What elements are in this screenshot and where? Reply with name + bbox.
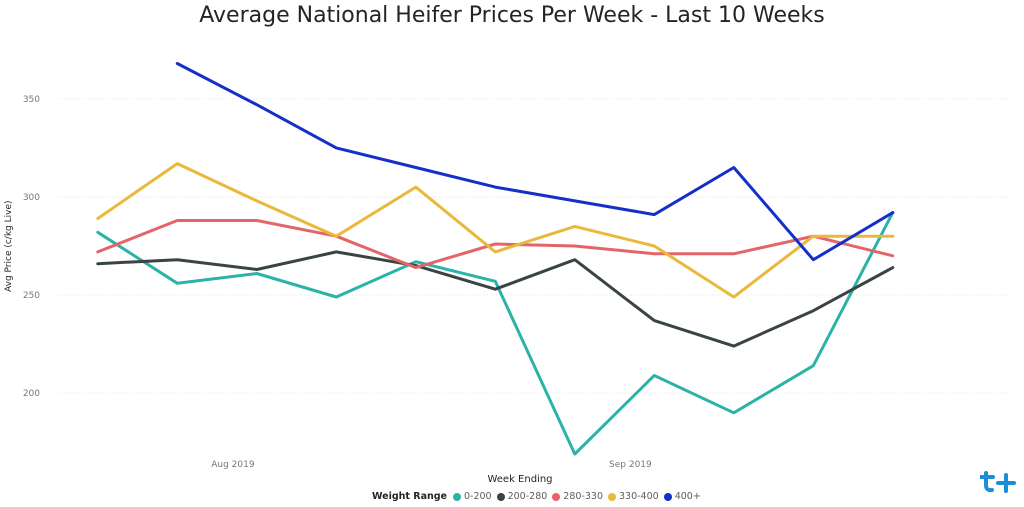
legend-title: Weight Range: [372, 491, 447, 502]
x-tick-label: Aug 2019: [211, 460, 255, 470]
brand-logo: [980, 471, 1016, 493]
x-axis-label: Week Ending: [487, 474, 553, 485]
legend-swatch: [608, 492, 616, 501]
legend: Weight Range 0-200 200-280 280-330 330-4…: [372, 491, 706, 502]
y-tick-label: 200: [23, 389, 40, 399]
chart-title: Average National Heifer Prices Per Week …: [199, 3, 825, 28]
x-tick-label: Sep 2019: [609, 460, 652, 470]
legend-label: 400+: [674, 491, 701, 502]
legend-item-280-330[interactable]: 280-330: [552, 491, 603, 502]
legend-swatch: [552, 492, 561, 501]
line-chart: 200 250 300 350 Aug 2019 Sep 2019: [23, 62, 1012, 470]
legend-item-200-280[interactable]: 200-280: [496, 491, 548, 502]
series-line-0-200: [96, 211, 895, 456]
legend-item-330-400[interactable]: 330-400: [608, 491, 659, 502]
y-tick-label: 300: [23, 193, 40, 203]
series-line-330-400: [96, 162, 895, 299]
legend-swatch: [663, 492, 672, 501]
legend-label: 200-280: [507, 491, 548, 502]
series-line-200-280: [96, 250, 895, 348]
series-line-400-plus: [175, 62, 895, 262]
y-tick-label: 350: [23, 95, 40, 105]
legend-swatch: [496, 492, 505, 501]
legend-label: 280-330: [563, 491, 603, 502]
legend-label: 330-400: [619, 491, 659, 502]
legend-label: 0-200: [463, 491, 492, 502]
legend-item-400-plus[interactable]: 400+: [663, 491, 701, 502]
legend-item-0-200[interactable]: 0-200: [452, 491, 492, 502]
legend-swatch: [452, 492, 461, 501]
series-line-280-330: [96, 219, 895, 270]
y-tick-label: 250: [23, 291, 40, 301]
